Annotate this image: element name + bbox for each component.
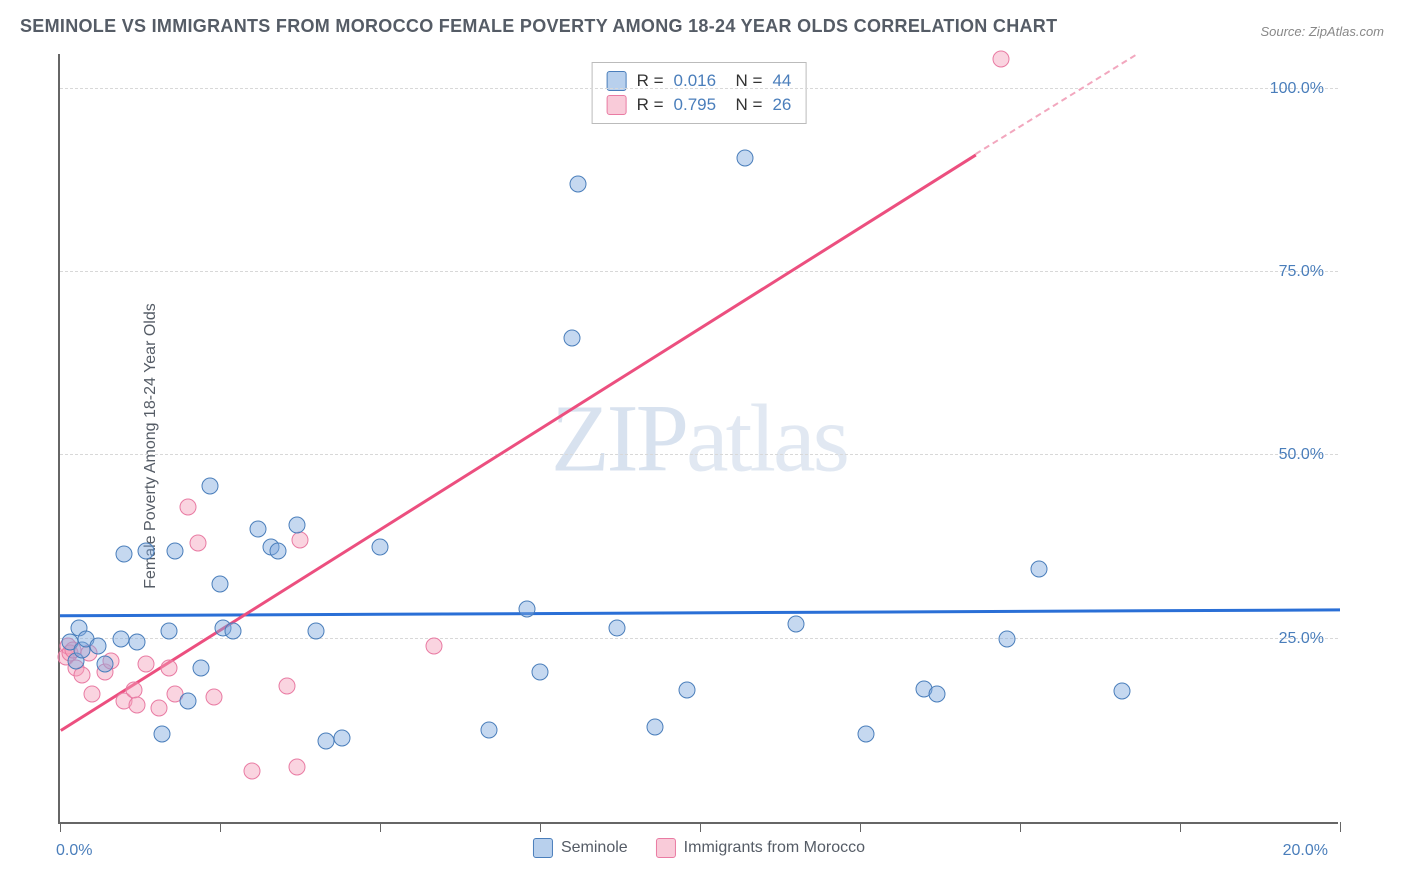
data-point-morocco <box>992 51 1009 68</box>
gridline-h <box>60 454 1338 455</box>
swatch-pink-icon <box>656 838 676 858</box>
gridline-h <box>60 638 1338 639</box>
data-point-seminole <box>788 616 805 633</box>
data-point-seminole <box>317 733 334 750</box>
data-point-morocco <box>160 660 177 677</box>
data-point-seminole <box>647 718 664 735</box>
gridline-h <box>60 88 1338 89</box>
x-tick <box>860 822 861 832</box>
data-point-seminole <box>128 634 145 651</box>
data-point-seminole <box>999 630 1016 647</box>
legend-item-seminole: Seminole <box>533 838 628 858</box>
data-point-morocco <box>74 667 91 684</box>
y-tick-label: 100.0% <box>1270 80 1324 98</box>
data-point-morocco <box>189 535 206 552</box>
data-point-seminole <box>564 330 581 347</box>
data-point-seminole <box>858 726 875 743</box>
data-point-seminole <box>96 656 113 673</box>
source-attribution: Source: ZipAtlas.com <box>1260 24 1384 39</box>
data-point-seminole <box>250 520 267 537</box>
data-point-seminole <box>608 619 625 636</box>
data-point-morocco <box>151 700 168 717</box>
gridline-h <box>60 271 1338 272</box>
legend-row-blue: R = 0.016 N = 44 <box>607 69 792 93</box>
data-point-seminole <box>308 623 325 640</box>
data-point-seminole <box>180 693 197 710</box>
data-point-seminole <box>480 722 497 739</box>
x-tick <box>1020 822 1021 832</box>
correlation-legend: R = 0.016 N = 44 R = 0.795 N = 26 <box>592 62 807 124</box>
data-point-morocco <box>128 696 145 713</box>
data-point-seminole <box>160 623 177 640</box>
legend-item-morocco: Immigrants from Morocco <box>656 838 865 858</box>
trend-line <box>60 153 977 731</box>
swatch-blue-icon <box>533 838 553 858</box>
x-tick <box>700 822 701 832</box>
data-point-seminole <box>288 517 305 534</box>
data-point-morocco <box>279 678 296 695</box>
x-tick <box>540 822 541 832</box>
data-point-morocco <box>205 689 222 706</box>
legend-n-pink-value: 26 <box>772 95 791 115</box>
x-tick-label: 20.0% <box>1283 842 1328 860</box>
x-tick <box>60 822 61 832</box>
data-point-seminole <box>532 663 549 680</box>
y-tick-label: 25.0% <box>1279 630 1324 648</box>
x-tick <box>1340 822 1341 832</box>
data-point-morocco <box>84 685 101 702</box>
swatch-pink-icon <box>607 95 627 115</box>
watermark: ZIPatlas <box>551 383 847 494</box>
data-point-seminole <box>212 575 229 592</box>
data-point-seminole <box>679 682 696 699</box>
data-point-seminole <box>1031 561 1048 578</box>
data-point-morocco <box>138 656 155 673</box>
series-legend: Seminole Immigrants from Morocco <box>533 838 865 858</box>
data-point-seminole <box>192 660 209 677</box>
legend-r-label: R = <box>637 95 664 115</box>
x-tick <box>380 822 381 832</box>
data-point-seminole <box>202 478 219 495</box>
data-point-seminole <box>372 539 389 556</box>
data-point-morocco <box>288 759 305 776</box>
data-point-seminole <box>736 150 753 167</box>
y-tick-label: 75.0% <box>1279 263 1324 281</box>
trend-line <box>975 54 1136 155</box>
data-point-seminole <box>224 623 241 640</box>
data-point-seminole <box>928 685 945 702</box>
data-point-seminole <box>116 546 133 563</box>
data-point-seminole <box>90 638 107 655</box>
data-point-morocco <box>292 531 309 548</box>
data-point-seminole <box>112 630 129 647</box>
data-point-seminole <box>138 542 155 559</box>
data-point-seminole <box>333 729 350 746</box>
x-tick-label: 0.0% <box>56 842 92 860</box>
chart-title: SEMINOLE VS IMMIGRANTS FROM MOROCCO FEMA… <box>20 16 1057 37</box>
data-point-seminole <box>1114 683 1131 700</box>
y-tick-label: 50.0% <box>1279 446 1324 464</box>
legend-row-pink: R = 0.795 N = 26 <box>607 93 792 117</box>
scatter-plot-area: ZIPatlas R = 0.016 N = 44 R = 0.795 N = … <box>58 54 1338 824</box>
data-point-morocco <box>244 762 261 779</box>
x-tick <box>220 822 221 832</box>
data-point-morocco <box>426 638 443 655</box>
data-point-seminole <box>519 601 536 618</box>
legend-label-morocco: Immigrants from Morocco <box>684 839 865 857</box>
legend-n-label: N = <box>726 95 762 115</box>
data-point-seminole <box>269 542 286 559</box>
x-tick <box>1180 822 1181 832</box>
data-point-seminole <box>570 176 587 193</box>
data-point-seminole <box>154 726 171 743</box>
data-point-seminole <box>167 542 184 559</box>
legend-label-seminole: Seminole <box>561 839 628 857</box>
data-point-morocco <box>180 498 197 515</box>
legend-r-pink-value: 0.795 <box>674 95 717 115</box>
